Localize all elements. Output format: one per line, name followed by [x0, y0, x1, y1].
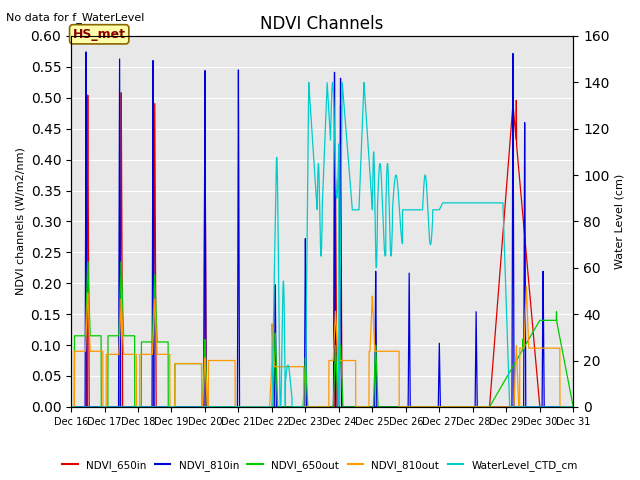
Legend: NDVI_650in, NDVI_810in, NDVI_650out, NDVI_810out, WaterLevel_CTD_cm: NDVI_650in, NDVI_810in, NDVI_650out, NDV… — [58, 456, 582, 475]
Text: No data for f_WaterLevel: No data for f_WaterLevel — [6, 12, 145, 23]
Title: NDVI Channels: NDVI Channels — [260, 15, 384, 33]
Y-axis label: NDVI channels (W/m2/nm): NDVI channels (W/m2/nm) — [15, 147, 25, 295]
Y-axis label: Water Level (cm): Water Level (cm) — [615, 174, 625, 269]
Text: HS_met: HS_met — [73, 28, 125, 41]
